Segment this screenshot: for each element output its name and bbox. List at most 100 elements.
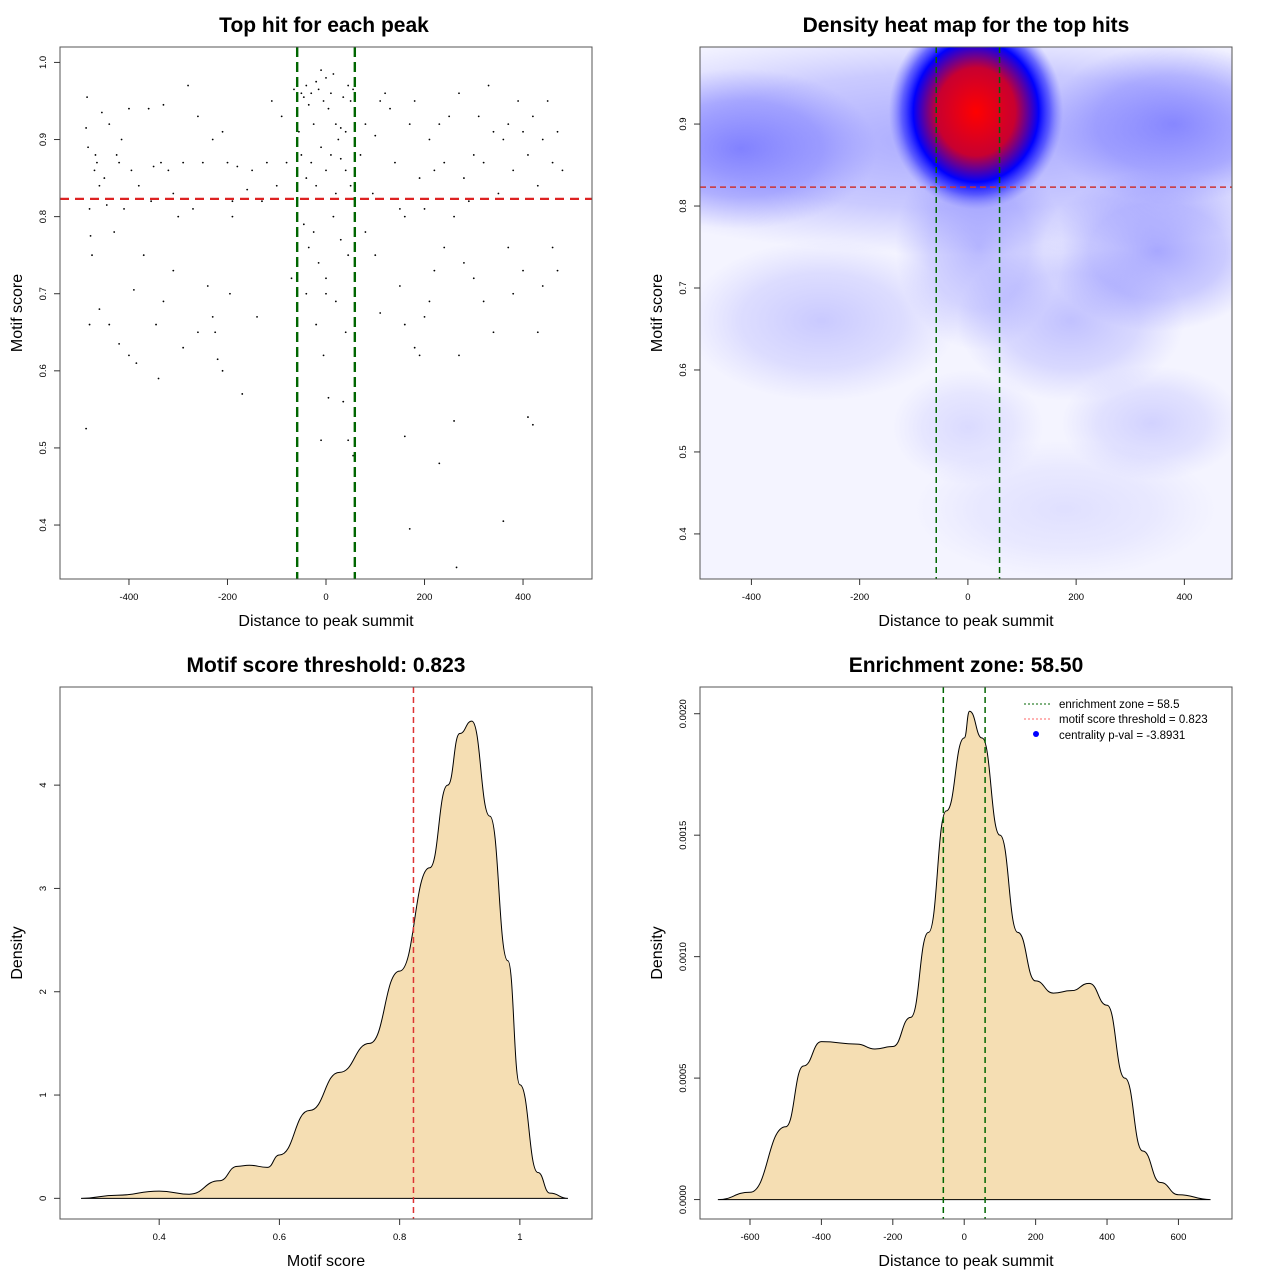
data-point: [339, 127, 342, 129]
y-tick-label: 0.5: [38, 441, 49, 454]
data-point: [541, 138, 544, 141]
plot-area: [717, 687, 1211, 1219]
y-tick-label: 0.5: [678, 445, 689, 458]
data-point: [531, 423, 534, 426]
data-point: [413, 100, 416, 102]
data-point: [160, 161, 162, 164]
data-point: [128, 354, 130, 357]
x-tick-label: 1: [517, 1232, 522, 1243]
data-point: [317, 88, 320, 91]
data-point: [531, 115, 534, 118]
panel3-title: Motif score threshold: 0.823: [187, 654, 466, 677]
data-point: [344, 169, 347, 172]
data-point: [374, 254, 377, 257]
data-point: [455, 566, 458, 569]
data-point: [197, 331, 199, 334]
y-tick-label: 1.0: [38, 56, 49, 69]
data-point: [137, 184, 140, 187]
x-tick-label: -400: [119, 592, 138, 603]
data-point: [438, 123, 441, 126]
data-point: [100, 111, 103, 114]
x-tick-label: -200: [883, 1232, 902, 1243]
panel1-title: Top hit for each peak: [219, 14, 429, 37]
data-point: [132, 288, 135, 291]
x-tick-label: 0.4: [153, 1232, 166, 1243]
data-point: [182, 346, 185, 349]
data-point: [108, 123, 111, 126]
data-point: [310, 92, 313, 95]
data-point: [256, 315, 258, 318]
data-point: [302, 223, 305, 226]
data-point: [379, 100, 382, 102]
data-point: [293, 88, 295, 91]
data-point: [307, 246, 310, 249]
data-point: [192, 208, 194, 210]
data-point: [211, 315, 214, 318]
density-peak: [1044, 47, 1232, 205]
panel4-ylabel: Density: [649, 926, 666, 979]
data-point: [115, 154, 118, 156]
y-tick-label: 3: [38, 886, 49, 891]
data-point: [364, 123, 367, 126]
y-tick-label: 0.0010: [678, 942, 689, 971]
y-tick-label: 0.0005: [678, 1064, 689, 1093]
data-point: [522, 269, 524, 272]
data-point: [527, 154, 529, 156]
data-point: [342, 96, 345, 99]
data-point: [389, 107, 391, 110]
data-point: [453, 215, 455, 218]
y-tick-label: 0.7: [678, 281, 689, 294]
data-point: [89, 234, 92, 237]
data-point: [300, 154, 303, 156]
data-point: [113, 231, 116, 233]
data-point: [251, 169, 254, 172]
data-point: [103, 177, 106, 179]
data-point: [339, 157, 342, 160]
data-point: [118, 342, 121, 345]
data-point: [285, 161, 288, 164]
data-point: [187, 84, 189, 87]
y-tick-label: 0.4: [678, 527, 689, 540]
plot-area: [60, 47, 592, 579]
data-point: [327, 107, 330, 110]
data-point: [359, 154, 362, 156]
data-point: [394, 161, 396, 164]
data-point: [344, 130, 347, 133]
data-point: [135, 362, 138, 365]
plot-area: [81, 687, 568, 1219]
data-point: [315, 323, 318, 326]
data-point: [96, 161, 98, 164]
plot-frame: [699, 46, 1233, 580]
y-tick-label: 0.4: [38, 518, 49, 531]
data-point: [88, 208, 91, 210]
y-tick-label: 0.9: [38, 133, 49, 146]
data-point: [305, 292, 308, 295]
data-point: [201, 161, 204, 164]
data-point: [315, 80, 318, 83]
y-tick-label: 0.7: [38, 287, 49, 300]
data-point: [312, 123, 315, 126]
plot-frame: [59, 686, 593, 1220]
data-point: [312, 231, 315, 233]
panel1-ylabel: Motif score: [9, 274, 26, 352]
data-point: [229, 292, 231, 295]
plot-frame: [59, 46, 593, 580]
data-point: [349, 100, 352, 102]
legend-pval-point: [1033, 731, 1039, 737]
data-point: [334, 123, 337, 126]
data-point: [172, 192, 175, 195]
data-point: [307, 103, 310, 106]
panel4-title: Enrichment zone: 58.50: [849, 654, 1084, 677]
data-point: [403, 215, 406, 218]
data-point: [327, 396, 330, 399]
panel3-xlabel: Motif score: [287, 1253, 365, 1270]
data-point: [155, 323, 157, 326]
data-point: [123, 208, 125, 210]
data-point: [302, 96, 305, 99]
legend-enrichment-label: enrichment zone = 58.5: [1059, 699, 1180, 711]
data-point: [482, 161, 485, 164]
data-point: [433, 269, 436, 272]
data-point: [152, 165, 155, 168]
x-tick-label: -200: [218, 592, 237, 603]
